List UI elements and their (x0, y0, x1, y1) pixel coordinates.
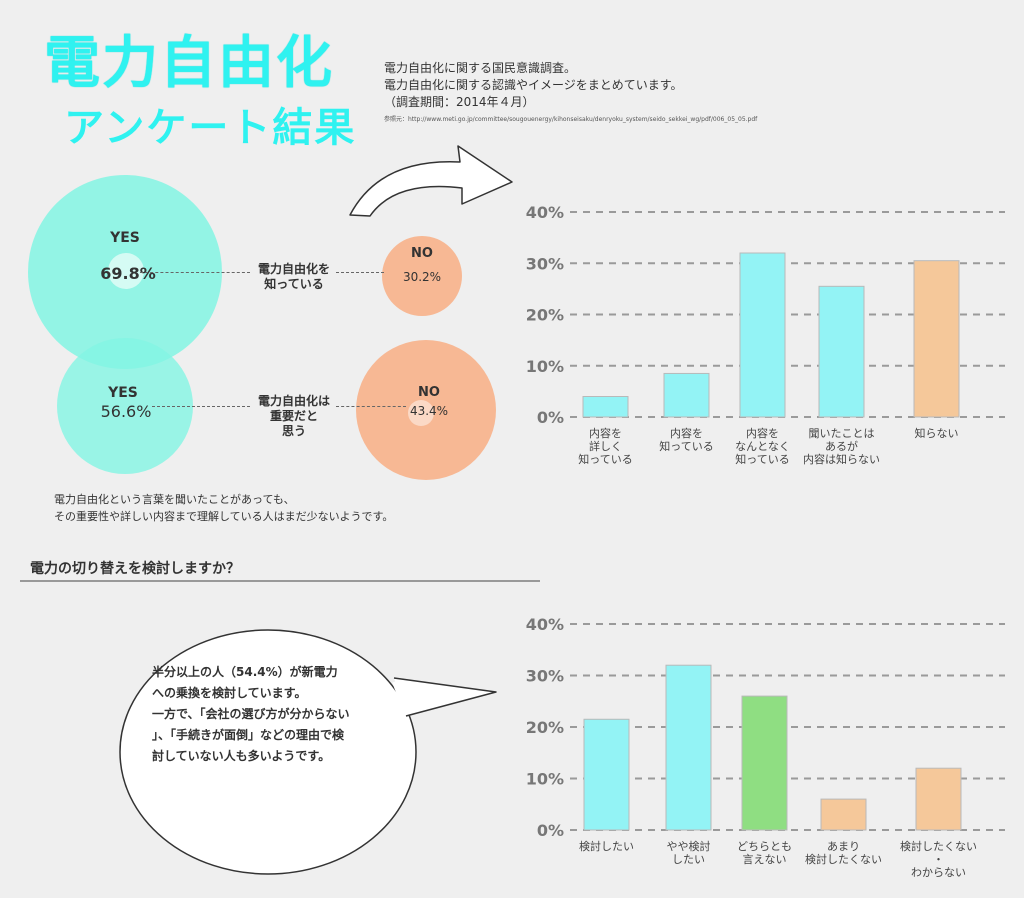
awareness-bar-chart: 0%10%20%30%40%内容を詳しく知っている内容を知っている内容をなんとな… (526, 203, 1005, 466)
yes-label: YES (110, 230, 140, 246)
bar (739, 252, 786, 418)
x-category-label: したい (672, 853, 705, 866)
bar (663, 372, 710, 418)
x-category-label: ・ (933, 853, 944, 866)
x-category-label: 検討したい (579, 839, 634, 853)
question-line: 電力自由化は (257, 394, 330, 408)
bubble-line: 」、「手続きが面倒」などの理由で検 (152, 728, 345, 742)
bar (820, 798, 867, 831)
question-line: 思う (281, 424, 306, 438)
bubble-line: 半分以上の人（54.4%）が新電力 (152, 665, 338, 679)
bar (582, 396, 629, 418)
yes-percent: 56.6% (100, 402, 152, 421)
yes-percent: 69.8% (100, 264, 156, 283)
x-category-label: 知らない (915, 426, 959, 440)
bar (915, 767, 962, 831)
bar (913, 260, 960, 418)
connector-line (336, 272, 384, 273)
circle-center-dot (108, 253, 144, 289)
connector-line (140, 272, 250, 273)
x-category-label: 内容を (589, 426, 622, 440)
no-label: NO (418, 385, 440, 400)
no-percent: 43.4% (409, 404, 449, 418)
intro-text: 電力自由化に関する国民意識調査。 電力自由化に関する認識やイメージをまとめていま… (384, 60, 683, 111)
intro-line: （調査期間：2014年４月） (384, 95, 535, 109)
speech-bubble (119, 629, 497, 875)
x-category-label: やや検討 (667, 839, 711, 853)
question-importance: 電力自由化は 重要だと 思う (250, 394, 338, 439)
x-category-label: あるが (825, 439, 858, 453)
x-category-label: 検討したくない (805, 852, 882, 866)
y-tick-label: 30% (526, 254, 564, 273)
y-tick-label: 40% (526, 203, 564, 222)
y-tick-label: 20% (526, 306, 564, 325)
intro-line: 電力自由化に関する認識やイメージをまとめています。 (384, 78, 683, 92)
y-tick-label: 10% (526, 770, 564, 789)
x-category-label: 知っている (578, 452, 632, 466)
x-category-label: 内容を (746, 426, 779, 440)
question-line: 知っている (264, 277, 324, 291)
bar (741, 695, 788, 831)
x-category-label: 言えない (743, 853, 787, 866)
x-category-label: 聞いたことは (809, 427, 875, 440)
intro-line: 電力自由化に関する国民意識調査。 (384, 61, 577, 75)
yes-label: YES (108, 385, 138, 401)
bubble-line: 討していない人も多いようです。 (152, 749, 331, 763)
bar (583, 718, 630, 831)
question-awareness: 電力自由化を 知っている (250, 262, 338, 292)
question-line: 電力自由化を (257, 262, 330, 276)
page-subtitle: アンケート結果 (64, 105, 357, 151)
connector-line (152, 406, 250, 407)
note-line: 電力自由化という言葉を聞いたことがあっても、 (54, 493, 295, 506)
section-question: 電力の切り替えを検討しますか？ (30, 561, 240, 577)
summary-note: 電力自由化という言葉を聞いたことがあっても、 その重要性や詳しい内容まで理解して… (54, 491, 393, 525)
circle-center-dot (408, 400, 434, 426)
page-title: 電力自由化 (44, 31, 334, 96)
x-category-label: 検討したくない (900, 839, 977, 853)
y-tick-label: 40% (526, 615, 564, 634)
x-category-label: 知っている (735, 452, 789, 466)
bar (665, 664, 712, 831)
no-label: NO (411, 246, 433, 261)
bubble-text: 半分以上の人（54.4%）が新電力 への乗換を検討しています。 一方で、「会社の… (152, 662, 350, 767)
bar (818, 285, 865, 418)
x-category-label: わからない (911, 866, 966, 879)
y-tick-label: 30% (526, 667, 564, 686)
y-tick-label: 0% (537, 821, 564, 840)
y-tick-label: 10% (526, 357, 564, 376)
x-category-label: あまり (827, 840, 860, 853)
x-category-label: なんとなく (735, 440, 790, 453)
question-line: 重要だと (269, 409, 318, 423)
bubble-line: への乗換を検討しています。 (152, 686, 307, 700)
x-category-label: 内容を (670, 426, 703, 440)
y-tick-label: 20% (526, 718, 564, 737)
connector-line (336, 406, 406, 407)
note-line: その重要性や詳しい内容まで理解している人はまだ少ないようです。 (54, 510, 394, 523)
source-reference: 参照元：http://www.meti.go.jp/committee/soug… (384, 116, 758, 123)
section-divider (20, 580, 540, 582)
x-category-label: どちらとも (737, 840, 792, 853)
y-tick-label: 0% (537, 408, 564, 427)
x-category-label: 内容は知らない (803, 452, 880, 466)
no-percent: 30.2% (402, 270, 442, 284)
x-category-label: 詳しく (589, 439, 622, 453)
switching-bar-chart: 0%10%20%30%40%検討したい やや検討したいどちらとも言えないあまり検討… (526, 615, 1005, 879)
curved-arrow-icon (349, 145, 513, 217)
no-circle-awareness (382, 236, 462, 316)
bubble-line: 一方で、「会社の選び方が分からない (152, 707, 350, 721)
x-category-label: 知っている (659, 439, 713, 453)
